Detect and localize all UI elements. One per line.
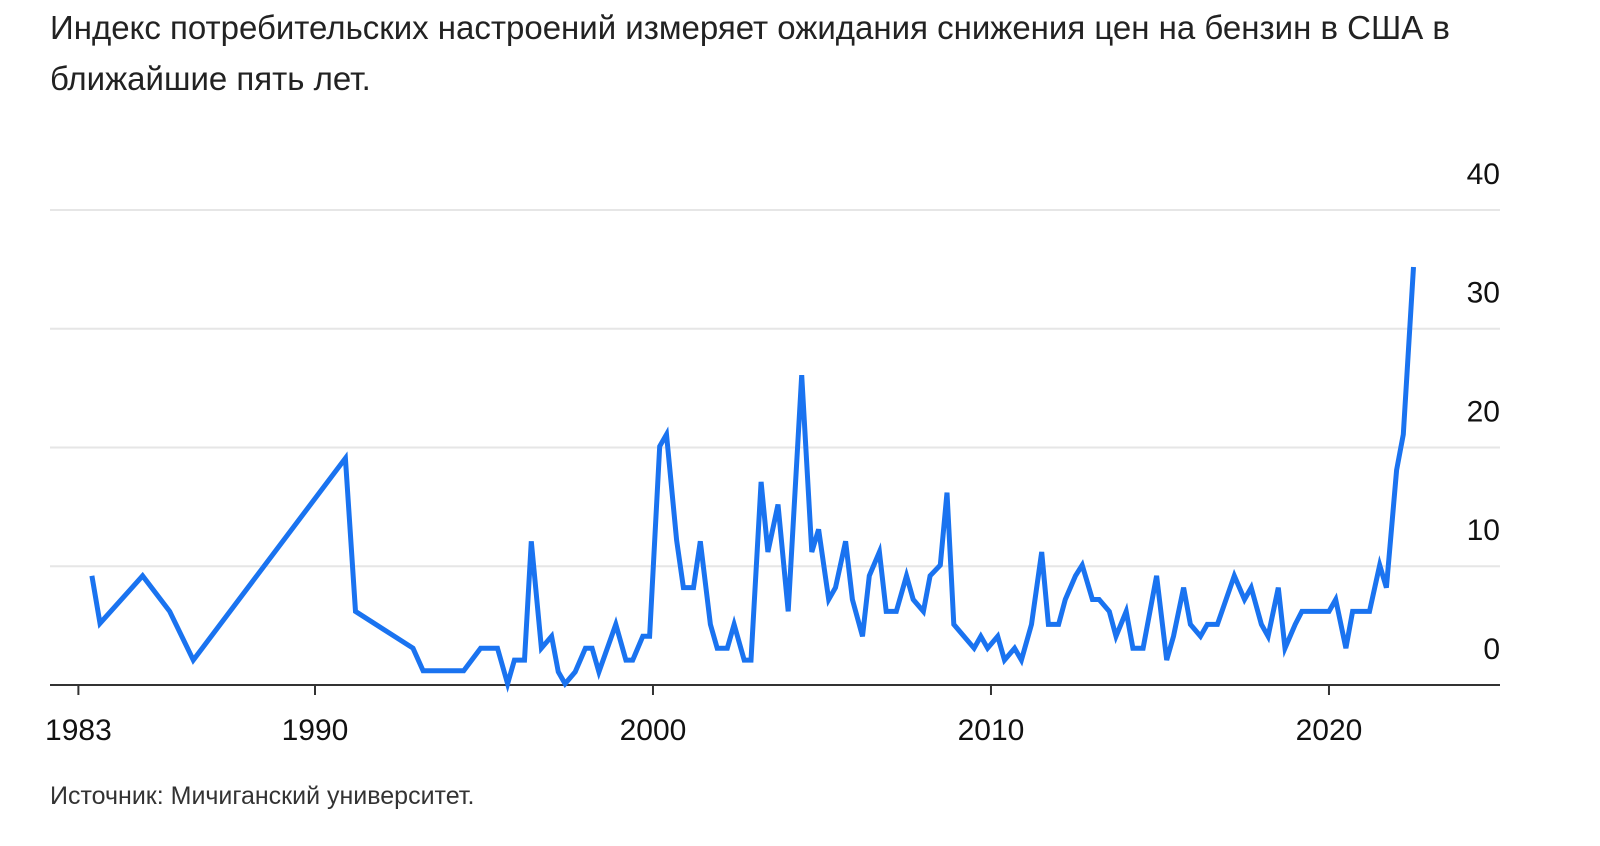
source-note: Источник: Мичиганский университет. xyxy=(50,782,475,810)
x-tick-label: 1990 xyxy=(282,714,349,747)
y-tick-label: 0 xyxy=(1483,633,1500,666)
chart-title: Индекс потребительских настроений измеря… xyxy=(50,9,1450,97)
x-tick-label: 2020 xyxy=(1296,714,1363,747)
y-tick-label: 40 xyxy=(1467,158,1500,191)
x-tick-label: 2010 xyxy=(958,714,1025,747)
y-tick-label: 10 xyxy=(1467,514,1500,547)
x-tick-label: 1983 xyxy=(45,714,112,747)
data-line xyxy=(89,266,1416,693)
x-tick-label: 2000 xyxy=(620,714,687,747)
y-tick-label: 20 xyxy=(1467,395,1500,428)
y-tick-label: 30 xyxy=(1467,277,1500,310)
